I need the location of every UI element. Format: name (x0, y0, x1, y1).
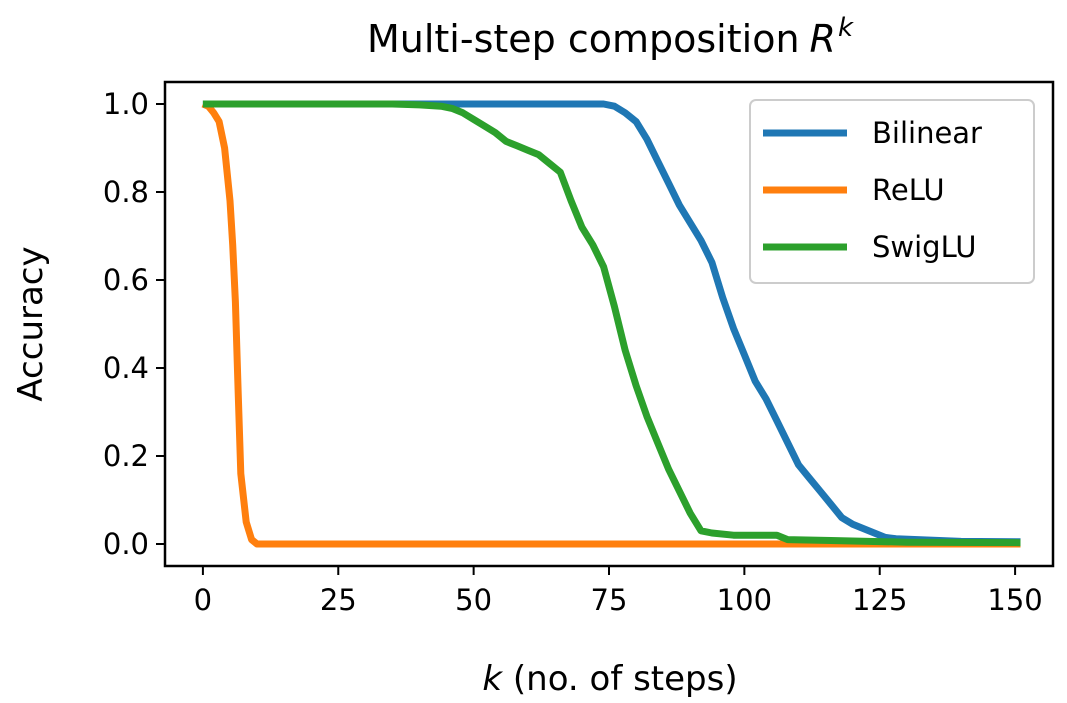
y-tick-label: 0.4 (103, 351, 149, 385)
y-tick-label: 1.0 (103, 87, 149, 121)
x-tick-label: 125 (852, 583, 907, 617)
series-line-swiglu (202, 100, 1021, 547)
x-axis: 0 25 50 75 100 125 150 (194, 566, 1043, 617)
series-line-bilinear (202, 100, 1021, 546)
x-tick-label: 25 (320, 583, 357, 617)
y-axis: 0.0 0.2 0.4 0.6 0.8 1.0 (103, 87, 165, 561)
x-axis-label-variable: k (482, 659, 503, 699)
title-math: R (810, 17, 836, 61)
y-axis-label: Accuracy (11, 246, 51, 401)
x-tick-label: 0 (194, 583, 212, 617)
y-tick-label: 0.6 (103, 263, 149, 297)
title-text: Multi-step composition (367, 17, 800, 61)
title-superscript: k (838, 13, 854, 43)
series-layer (201, 100, 1021, 548)
legend: Bilinear ReLU SwigLU (749, 99, 1035, 284)
legend-box (749, 99, 1035, 284)
y-tick-label: 0.8 (103, 175, 149, 209)
x-axis-label-text: (no. of steps) (502, 659, 738, 699)
y-tick-label: 0.2 (103, 439, 149, 473)
x-tick-label: 50 (455, 583, 492, 617)
x-tick-label: 75 (591, 583, 628, 617)
legend-label-bilinear: Bilinear (872, 116, 982, 150)
legend-label-relu: ReLU (872, 173, 945, 207)
y-tick-label: 0.0 (103, 527, 149, 561)
x-tick-label: 150 (987, 583, 1042, 617)
legend-label-swiglu: SwigLU (872, 230, 977, 264)
chart-title: Multi-step composition Rk (367, 13, 854, 61)
x-tick-label: 100 (717, 583, 772, 617)
x-axis-label: k (no. of steps) (482, 659, 737, 699)
series-line-relu (201, 100, 1021, 548)
